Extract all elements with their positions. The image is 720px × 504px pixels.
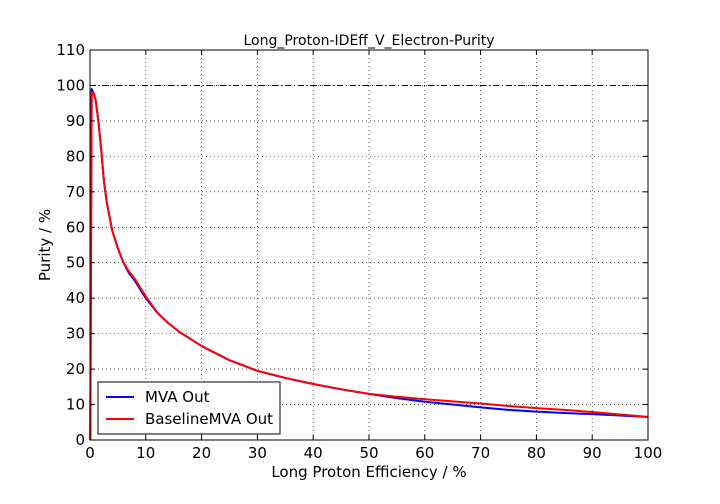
series-line-2 [89, 91, 649, 441]
x-tick-label: 0 [85, 444, 95, 462]
legend: MVA Out BaselineMVA Out [97, 381, 281, 435]
x-axis-label: Long Proton Efficiency / % [271, 463, 466, 481]
x-tick-label: 40 [304, 444, 323, 462]
x-tick-label: 90 [583, 444, 602, 462]
x-tick-label: 20 [192, 444, 211, 462]
grid [90, 50, 648, 440]
x-tick-label: 70 [471, 444, 490, 462]
x-tick-label: 30 [248, 444, 267, 462]
y-tick-label: 10 [66, 396, 85, 414]
y-tick-label: 30 [66, 325, 85, 343]
chart-title: Long_Proton-IDEff_V_Electron-Purity [243, 33, 494, 49]
x-tick-label: 10 [136, 444, 155, 462]
y-tick-label: 80 [66, 147, 85, 165]
y-tick-label: 70 [66, 183, 85, 201]
y-tick-label: 40 [66, 289, 85, 307]
legend-box [97, 381, 281, 435]
x-tick-label: 80 [527, 444, 546, 462]
y-tick-label: 100 [56, 76, 85, 94]
x-tick-label: 100 [634, 444, 663, 462]
y-tick-label: 50 [66, 254, 85, 272]
y-tick-label: 60 [66, 218, 85, 236]
x-tick-label: 60 [415, 444, 434, 462]
y-tick-label: 90 [66, 112, 85, 130]
series-group [89, 88, 649, 441]
y-tick-label: 0 [75, 431, 85, 449]
ticks: 0 10 20 30 40 50 60 70 80 90 100 0 10 20 30 40 50 60 70 80 9… [56, 41, 662, 462]
y-tick-label: 20 [66, 360, 85, 378]
x-tick-label: 50 [359, 444, 378, 462]
legend-label: BaselineMVA Out [145, 410, 273, 428]
legend-label: MVA Out [145, 388, 210, 406]
y-axis-label: Purity / % [36, 209, 54, 281]
y-tick-label: 110 [56, 41, 85, 59]
